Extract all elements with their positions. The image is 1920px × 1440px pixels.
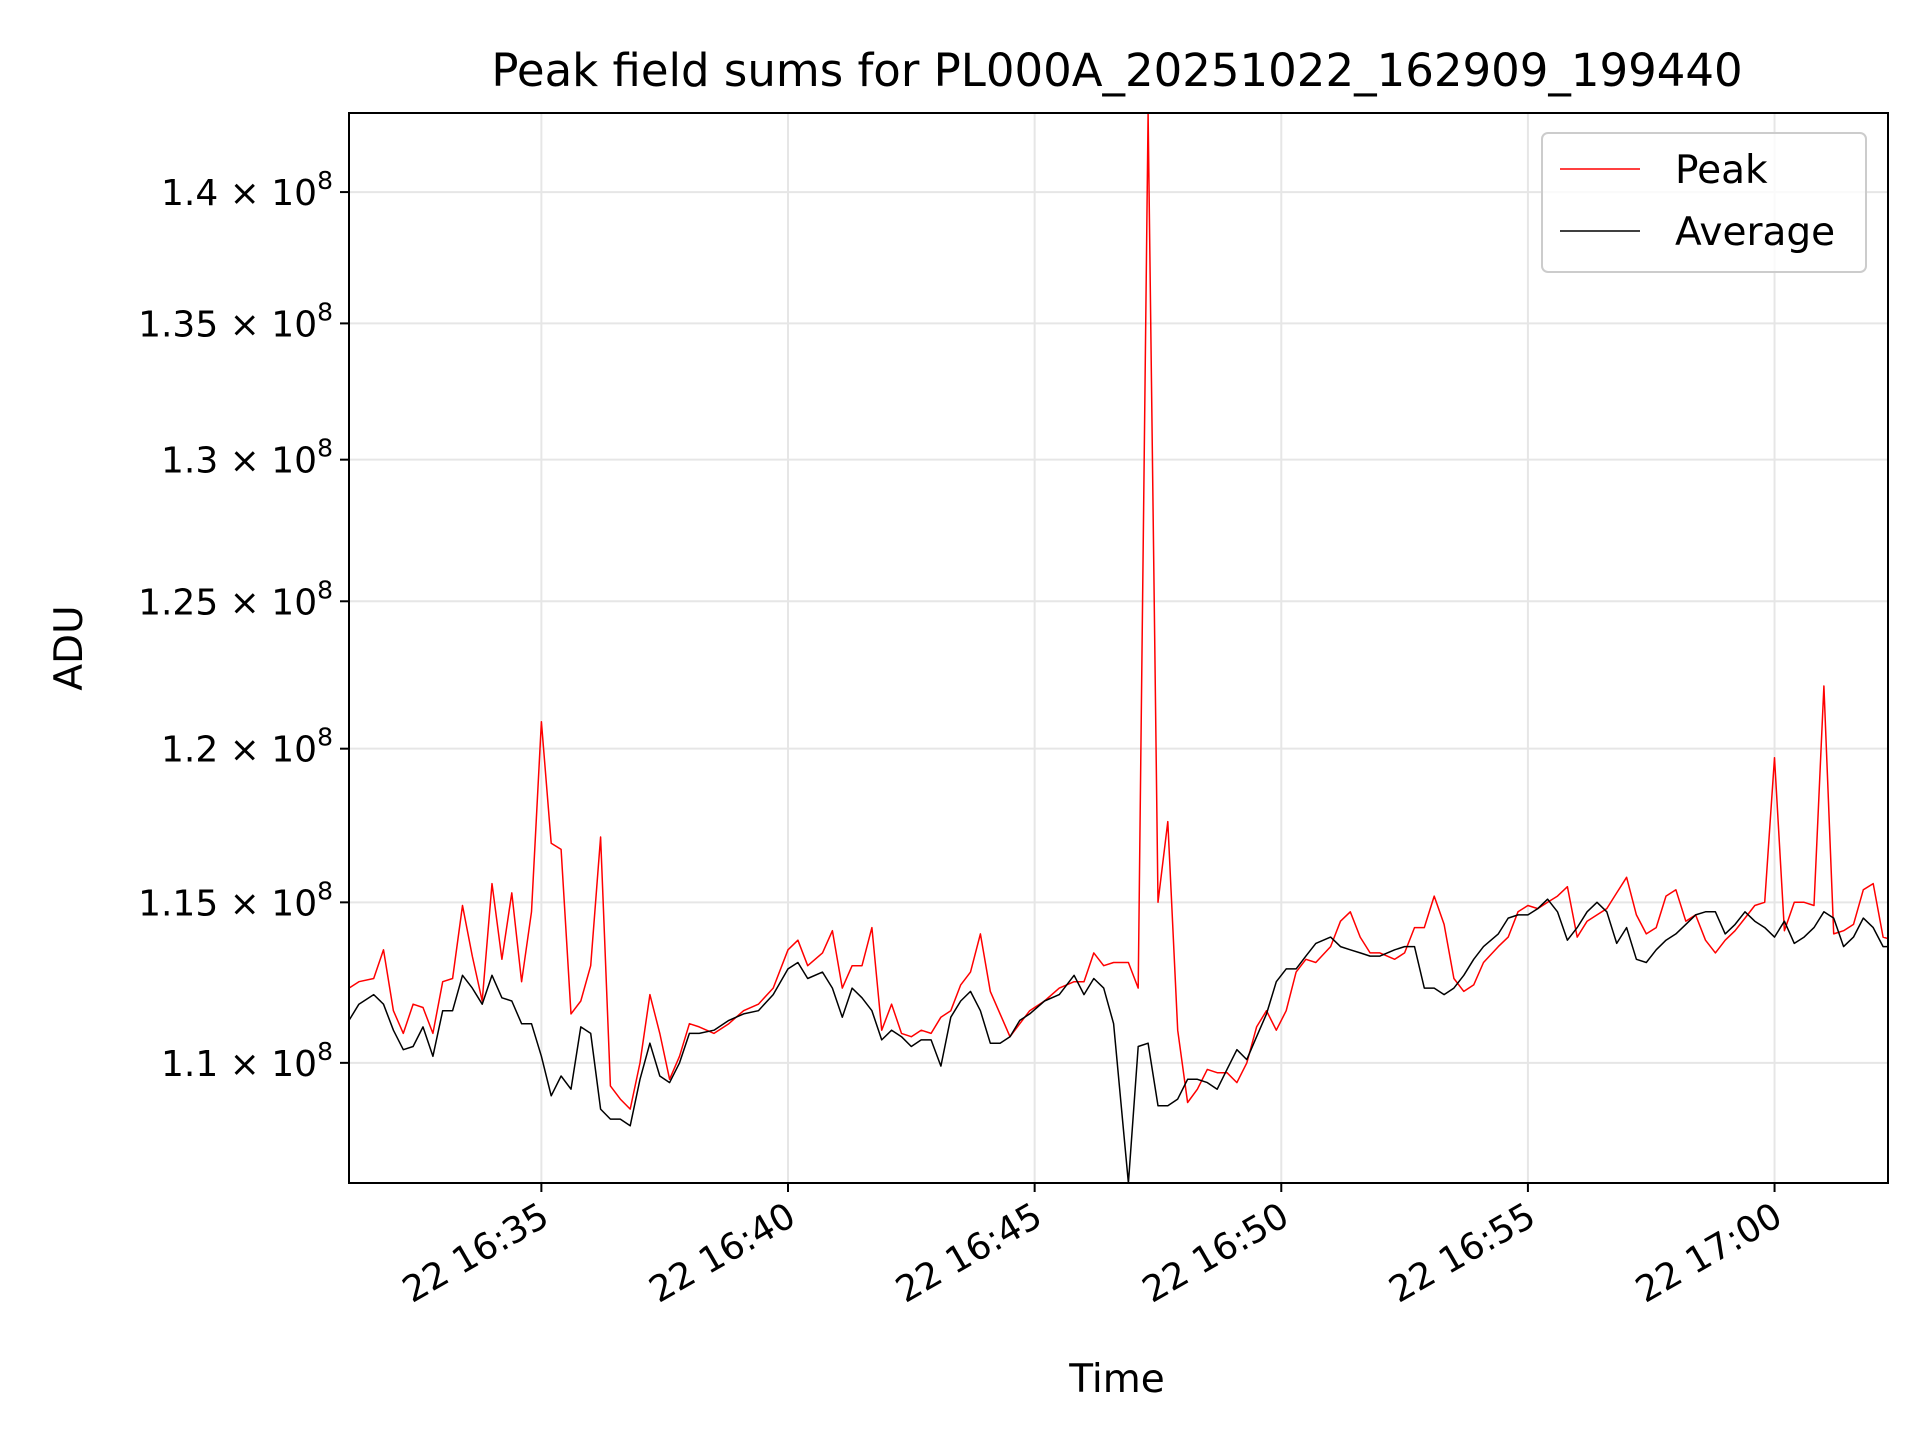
y-tick-label: 1.35 × 108	[138, 297, 333, 345]
y-tick-label: 1.15 × 108	[138, 876, 333, 924]
y-tick-label: 1.2 × 108	[161, 723, 333, 771]
y-tick-label: 1.1 × 108	[161, 1037, 333, 1085]
x-axis-label: Time	[1068, 1357, 1164, 1402]
y-tick-label: 1.4 × 108	[161, 166, 333, 214]
y-axis: 1.1 × 108 1.15 × 108 1.2 × 108 1.25 × 108 1.…	[138, 166, 349, 1085]
y-tick-label: 1.25 × 108	[138, 575, 333, 623]
legend-average-label: Average	[1675, 210, 1835, 255]
legend: Peak Average	[1541, 132, 1867, 273]
y-axis-label: ADU	[47, 605, 92, 690]
legend-peak-label: Peak	[1675, 148, 1768, 193]
legend-box	[1541, 132, 1867, 273]
plot-frame	[348, 112, 1889, 1184]
chart-title: Peak field sums for PL000A_20251022_1629…	[491, 44, 1742, 97]
plot-area	[349, 113, 1888, 1183]
series-line-average	[349, 898, 1888, 1183]
grid	[349, 113, 1888, 1183]
y-tick-label: 1.3 × 108	[161, 434, 333, 482]
series-line-peak	[349, 113, 1888, 1110]
